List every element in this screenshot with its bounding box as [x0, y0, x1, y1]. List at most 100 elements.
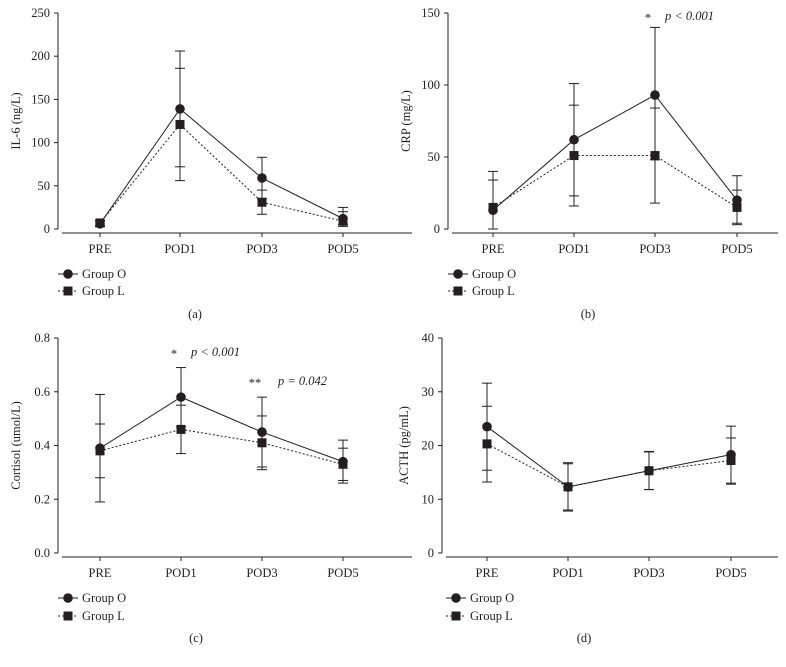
group-l-point — [726, 456, 736, 466]
p-value-annotation: p < 0.001 — [190, 345, 240, 359]
group-l-point — [488, 202, 498, 212]
y-tick-label: 10 — [422, 492, 435, 506]
panel-c: 0.0 0.2 0.4 0.6 0.8 PRE POD1 POD3 POD5 Cortisol (… — [9, 331, 412, 645]
panel-a: 0 50 100 150 200 250 PRE POD1 POD3 POD5 IL-6 (ng/L… — [9, 6, 412, 321]
group-l-point — [257, 197, 267, 207]
y-tick-label: 20 — [422, 439, 435, 453]
x-tick-label: PRE — [89, 566, 112, 580]
group-l-point — [644, 466, 654, 476]
group-o-point — [650, 90, 660, 100]
group-l-point — [338, 216, 348, 226]
group-l-point — [95, 446, 105, 456]
group-l-point — [257, 438, 267, 448]
x-tick-label: POD1 — [558, 242, 589, 256]
panel-b: 0 50 100 150 PRE POD1 POD3 POD5 CRP (mg/L) * p < 0… — [399, 6, 778, 321]
y-tick-label: 0 — [44, 222, 50, 236]
panel-caption: (a) — [188, 307, 202, 321]
y-tick-label: 250 — [31, 6, 50, 20]
group-o-point — [257, 427, 267, 437]
y-tick-label: 0.8 — [34, 331, 50, 345]
group-l-point — [563, 482, 573, 492]
group-l-line — [99, 428, 344, 465]
y-axis-label: Cortisol (umol/L) — [9, 401, 23, 490]
y-tick-label: 150 — [421, 6, 440, 20]
x-tick-label: POD5 — [327, 242, 358, 256]
group-o-point — [569, 134, 579, 145]
legend-label-group-o: Group O — [470, 591, 514, 605]
group-l-point — [338, 459, 348, 469]
y-tick-label: 0 — [428, 546, 434, 560]
legend-label-group-l: Group L — [82, 609, 125, 623]
x-tick-label: PRE — [482, 242, 505, 256]
y-axis-label: ACTH (pg/mL) — [397, 406, 411, 485]
legend-marker-group-o — [63, 593, 73, 603]
y-tick-label: 40 — [422, 331, 435, 345]
x-tick-label: POD1 — [165, 566, 196, 580]
legend-marker-group-l — [63, 611, 73, 621]
significance-star: * — [171, 347, 177, 361]
y-tick-label: 100 — [31, 136, 50, 150]
x-tick-label: POD3 — [246, 242, 277, 256]
y-tick-label: 100 — [421, 78, 440, 92]
y-tick-label: 0.0 — [34, 546, 50, 560]
y-tick-label: 150 — [31, 92, 50, 106]
panel-caption: (b) — [581, 307, 596, 321]
legend-marker-group-o — [63, 269, 73, 279]
group-o-point — [257, 173, 267, 183]
group-l-point — [650, 151, 660, 161]
x-tick-label: POD1 — [164, 242, 195, 256]
x-tick-label: POD3 — [639, 242, 670, 256]
legend-marker-group-l — [63, 286, 73, 296]
group-l-line — [492, 155, 738, 208]
legend-label-group-o: Group O — [82, 591, 126, 605]
x-tick-label: POD5 — [327, 566, 358, 580]
significance-star: * — [645, 11, 651, 25]
legend-marker-group-o — [451, 593, 461, 603]
panel-d: 0 10 20 30 40 PRE POD1 POD3 POD5 ACTH (pg/mL) Grou… — [397, 331, 778, 645]
y-tick-label: 0 — [434, 222, 440, 236]
x-tick-label: POD1 — [552, 566, 583, 580]
p-value-annotation: p < 0.001 — [664, 9, 714, 23]
group-o-point — [482, 421, 492, 432]
y-tick-label: 30 — [422, 385, 435, 399]
y-axis-label: IL-6 (ng/L) — [9, 92, 23, 149]
group-l-line — [486, 443, 732, 488]
y-tick-label: 50 — [428, 150, 441, 164]
group-l-point — [732, 202, 742, 212]
y-tick-label: 200 — [31, 49, 50, 63]
legend-label-group-o: Group O — [82, 267, 126, 281]
group-o-line — [492, 94, 738, 211]
x-tick-label: POD5 — [721, 242, 752, 256]
panel-caption: (d) — [577, 631, 592, 645]
group-l-point — [569, 151, 579, 161]
legend-label-group-l: Group L — [472, 284, 515, 298]
group-o-line — [99, 396, 344, 463]
x-tick-label: POD3 — [633, 566, 664, 580]
legend-label-group-l: Group L — [82, 284, 125, 298]
group-l-point — [95, 218, 105, 228]
x-tick-label: PRE — [89, 242, 112, 256]
x-tick-label: POD5 — [715, 566, 746, 580]
p-value-annotation: p = 0.042 — [277, 374, 327, 388]
legend-marker-group-l — [453, 286, 463, 296]
y-tick-label: 0.2 — [34, 492, 50, 506]
legend-marker-group-l — [451, 611, 461, 621]
x-tick-label: PRE — [476, 566, 499, 580]
legend-label-group-l: Group L — [470, 609, 513, 623]
group-l-point — [176, 424, 186, 434]
group-o-point — [732, 195, 742, 205]
group-l-point — [175, 119, 185, 129]
group-o-line — [486, 426, 732, 488]
y-tick-label: 0.4 — [34, 439, 50, 453]
group-l-line — [99, 123, 344, 224]
legend-label-group-o: Group O — [472, 267, 516, 281]
group-o-point — [175, 104, 185, 114]
y-axis-label: CRP (mg/L) — [399, 90, 413, 152]
panel-caption: (c) — [189, 631, 203, 645]
y-tick-label: 0.6 — [34, 385, 50, 399]
significance-star: ** — [249, 376, 262, 390]
y-tick-label: 50 — [38, 179, 51, 193]
legend-marker-group-o — [453, 269, 463, 279]
group-l-point — [482, 439, 492, 449]
